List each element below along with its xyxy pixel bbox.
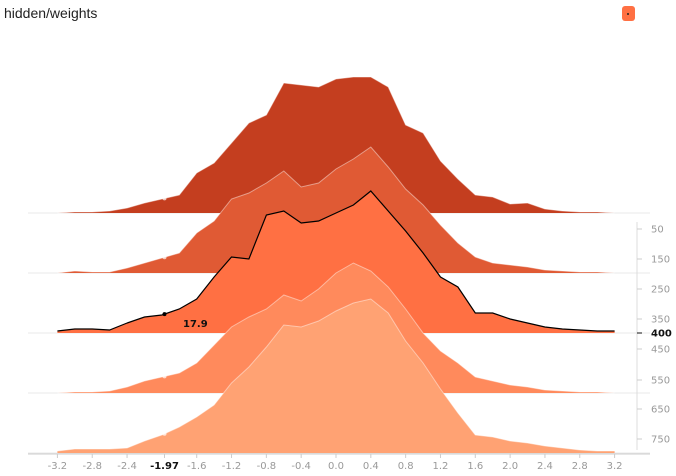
chart-title: hidden/weights xyxy=(4,5,98,21)
display-mode-toggle[interactable] xyxy=(622,6,635,21)
x-tick-label: 1.2 xyxy=(433,461,449,472)
y-tick-label: 400 xyxy=(651,329,672,340)
series-600 xyxy=(28,298,650,454)
y-tick-label: 250 xyxy=(651,285,670,296)
x-tick-label: -1.2 xyxy=(222,461,242,472)
x-tick-label: -2.8 xyxy=(82,461,102,472)
x-tick-label: -1.97 xyxy=(150,461,179,472)
y-tick-label: 650 xyxy=(651,405,670,416)
x-tick-label: -0.4 xyxy=(291,461,311,472)
series-outline xyxy=(57,146,615,274)
x-tick-label: 0.8 xyxy=(398,461,414,472)
y-tick-label: 50 xyxy=(651,225,664,236)
series-area xyxy=(57,77,615,213)
hover-value-label: 17.9 xyxy=(183,319,208,330)
x-tick-label: -2.4 xyxy=(117,461,137,472)
x-tick-label: 2.8 xyxy=(572,461,588,472)
series-area xyxy=(57,299,615,453)
series-outline xyxy=(57,298,615,452)
x-tick-label: 1.6 xyxy=(467,461,483,472)
series-outline xyxy=(57,262,615,394)
series-area xyxy=(57,147,615,273)
y-tick-label: 350 xyxy=(651,315,670,326)
y-tick-label: 450 xyxy=(651,345,670,356)
y-tick-label: 150 xyxy=(651,255,670,266)
hover-marker xyxy=(162,255,167,260)
y-tick-label: 750 xyxy=(651,435,670,446)
toggle-dot-icon xyxy=(627,13,629,15)
series-outline xyxy=(57,76,615,214)
axis-layer: -3.2 -2.8 -2.4 -1.97 -1.6 -1.2 -0.8 -0.4 0.0 0.4 0… xyxy=(28,222,672,472)
hover-marker xyxy=(162,196,167,201)
x-tick-label: -1.6 xyxy=(187,461,207,472)
y-tick-label: 550 xyxy=(651,376,670,387)
hover-marker xyxy=(162,431,167,436)
x-tick-label: 2.0 xyxy=(502,461,518,472)
x-tick-label: -0.8 xyxy=(257,461,277,472)
x-tick-label: -3.2 xyxy=(48,461,68,472)
series-layer xyxy=(28,76,650,454)
hover-marker xyxy=(162,374,167,379)
overlay-layer: 17.9 xyxy=(183,319,208,330)
x-tick-label: 0.0 xyxy=(328,461,344,472)
series-area xyxy=(57,191,615,333)
x-tick-label: 2.4 xyxy=(537,461,553,472)
hover-marker xyxy=(162,312,167,317)
x-tick-label: 3.2 xyxy=(607,461,623,472)
series-outline xyxy=(57,190,615,332)
x-tick-label: 0.4 xyxy=(363,461,379,472)
